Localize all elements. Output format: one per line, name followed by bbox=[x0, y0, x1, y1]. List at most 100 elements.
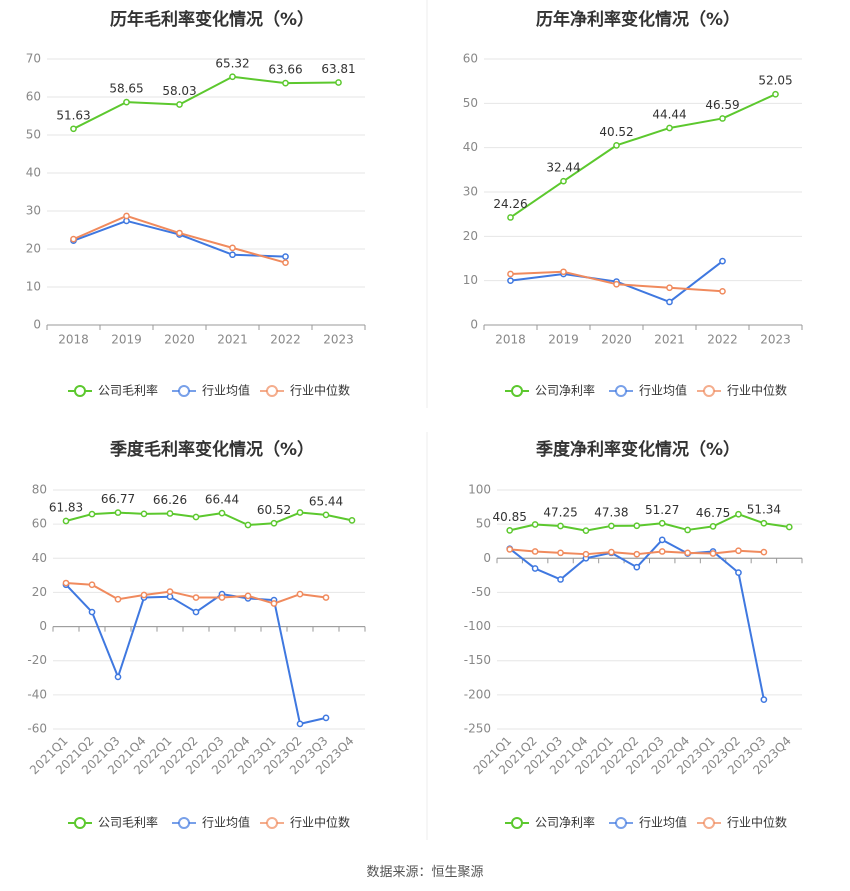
data-point bbox=[735, 510, 742, 518]
y-tick-label: 50 bbox=[476, 517, 491, 531]
x-tick-label: 2021 bbox=[217, 333, 248, 347]
chart-title: 季度毛利率变化情况（%） bbox=[110, 439, 314, 460]
data-point bbox=[608, 522, 615, 530]
data-point bbox=[582, 550, 590, 558]
data-point bbox=[322, 714, 330, 722]
data-point bbox=[62, 517, 70, 525]
x-tick-label: 2018 bbox=[58, 333, 89, 347]
data-point bbox=[123, 98, 130, 106]
data-point bbox=[506, 527, 514, 534]
x-tick-label: 2022 bbox=[270, 333, 301, 347]
y-tick-label: -150 bbox=[464, 653, 491, 667]
data-point bbox=[70, 235, 77, 243]
data-point bbox=[140, 510, 148, 518]
legend-swatch-marker bbox=[74, 817, 86, 829]
y-tick-label: 100 bbox=[468, 483, 491, 497]
y-tick-label: 60 bbox=[26, 90, 41, 104]
data-point bbox=[560, 177, 567, 185]
data-point bbox=[507, 214, 514, 221]
legend-item: 公司净利率 bbox=[505, 383, 595, 398]
data-label: 60.52 bbox=[257, 503, 291, 517]
legend-label: 行业中位数 bbox=[290, 815, 350, 830]
data-point bbox=[684, 526, 691, 534]
data-point bbox=[335, 79, 342, 86]
y-tick-label: 20 bbox=[32, 585, 47, 599]
data-point bbox=[666, 124, 673, 132]
data-label: 65.32 bbox=[215, 56, 249, 70]
legend-swatch-marker bbox=[615, 817, 627, 829]
data-point bbox=[270, 600, 278, 607]
data-point bbox=[322, 511, 330, 519]
data-label: 51.34 bbox=[747, 503, 781, 517]
data-label: 58.65 bbox=[109, 82, 143, 96]
y-tick-label: 30 bbox=[26, 204, 41, 218]
series-line bbox=[65, 511, 353, 526]
chart-panel-4: 季度净利率变化情况（%）-250-200-150-100-50050100202… bbox=[464, 439, 803, 830]
data-point bbox=[719, 257, 726, 265]
data-point bbox=[218, 594, 226, 601]
legend-swatch-marker bbox=[74, 385, 86, 397]
y-tick-label: 30 bbox=[463, 185, 478, 199]
legend-label: 行业中位数 bbox=[290, 383, 350, 398]
y-tick-label: -250 bbox=[464, 722, 491, 736]
data-point bbox=[557, 549, 564, 557]
x-tick-label: 2018 bbox=[495, 333, 526, 347]
data-point bbox=[192, 594, 200, 601]
data-label: 66.44 bbox=[205, 493, 239, 507]
data-point bbox=[244, 521, 252, 529]
legend-label: 行业均值 bbox=[639, 383, 687, 398]
data-label: 63.81 bbox=[321, 62, 355, 76]
data-source-note: 数据来源：恒生聚源 bbox=[366, 865, 484, 880]
data-label: 66.77 bbox=[101, 492, 135, 506]
legend-swatch-marker bbox=[703, 385, 715, 397]
data-point bbox=[296, 509, 304, 516]
x-tick-label: 2019 bbox=[111, 333, 142, 347]
data-point bbox=[658, 548, 666, 555]
x-tick-label: 2019 bbox=[548, 333, 579, 347]
y-tick-label: 0 bbox=[483, 551, 491, 565]
y-tick-label: 80 bbox=[32, 483, 47, 497]
data-point bbox=[166, 510, 174, 517]
legend-item: 行业中位数 bbox=[697, 383, 787, 398]
legend-swatch-marker bbox=[178, 385, 190, 397]
data-point bbox=[633, 522, 641, 530]
legend-label: 行业中位数 bbox=[727, 383, 787, 398]
y-tick-label: -20 bbox=[27, 653, 47, 667]
data-point bbox=[531, 521, 539, 528]
legend-item: 行业均值 bbox=[609, 815, 687, 830]
data-point bbox=[684, 549, 691, 557]
data-point bbox=[229, 73, 236, 81]
data-point bbox=[270, 519, 278, 527]
data-point bbox=[507, 277, 514, 285]
data-label: 47.38 bbox=[594, 505, 628, 519]
data-label: 63.66 bbox=[268, 63, 302, 77]
data-point bbox=[348, 517, 356, 524]
data-point bbox=[62, 579, 70, 587]
y-tick-label: 50 bbox=[26, 128, 41, 142]
data-point bbox=[507, 270, 514, 278]
data-point bbox=[666, 284, 673, 292]
legend-item: 行业中位数 bbox=[260, 383, 350, 398]
data-point bbox=[296, 720, 304, 728]
chart-title: 历年净利率变化情况（%） bbox=[536, 9, 740, 30]
data-point bbox=[88, 581, 96, 589]
y-tick-label: 40 bbox=[32, 551, 47, 565]
data-point bbox=[244, 592, 252, 600]
chart-panel-1: 历年毛利率变化情况（%） 0 10 20 30 40 50 60 70 2018 2019 2020 2… bbox=[26, 9, 366, 398]
data-point bbox=[557, 522, 564, 530]
y-tick-label: -40 bbox=[27, 687, 47, 701]
chart-title: 历年毛利率变化情况（%） bbox=[110, 9, 314, 30]
data-label: 46.75 bbox=[696, 506, 730, 520]
legend-swatch-marker bbox=[615, 385, 627, 397]
data-label: 58.03 bbox=[162, 84, 196, 98]
data-point bbox=[760, 548, 768, 556]
x-tick-label: 2020 bbox=[164, 333, 195, 347]
data-point bbox=[531, 548, 539, 555]
y-tick-label: -50 bbox=[471, 585, 491, 599]
y-tick-label: 40 bbox=[463, 140, 478, 154]
legend-swatch-marker bbox=[178, 817, 190, 829]
y-tick-label: 40 bbox=[26, 166, 41, 180]
data-point bbox=[114, 673, 122, 681]
legend-swatch-marker bbox=[511, 385, 523, 397]
